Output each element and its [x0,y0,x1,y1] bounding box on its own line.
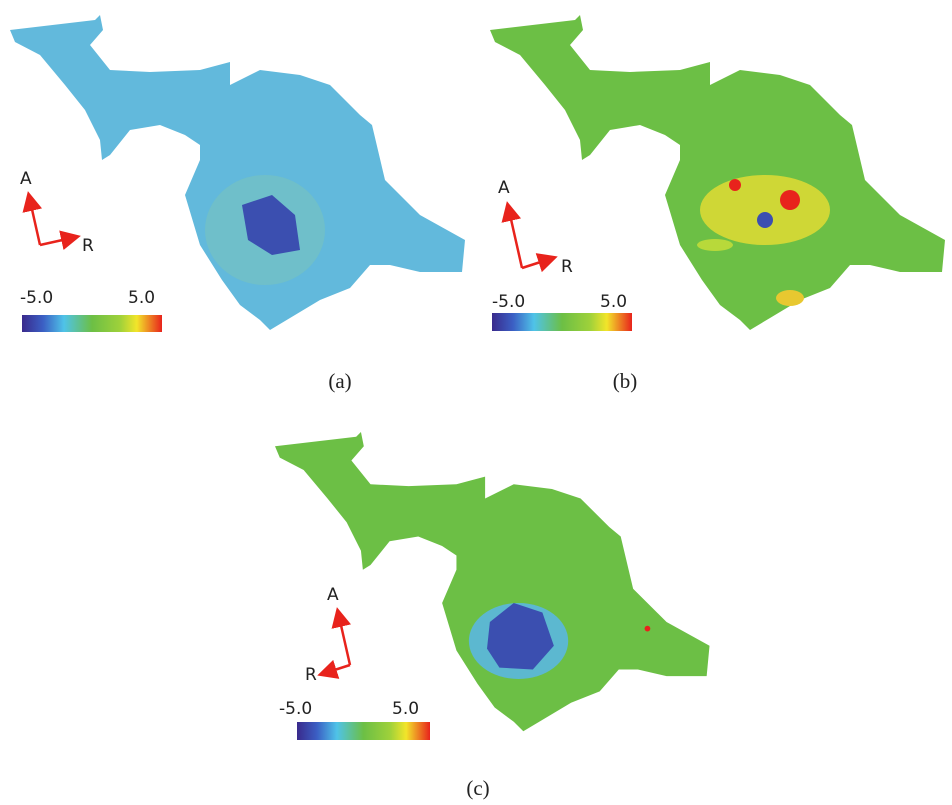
colorbar [492,313,632,331]
caption: (a) [328,369,351,393]
up-label: A [498,178,510,198]
up-label: A [327,585,339,605]
colorbar-min: -5.0 [492,292,525,312]
side-label: R [561,257,573,277]
map-c [275,432,710,731]
caption: (c) [466,776,489,800]
colorbar [22,315,162,332]
colorbar [297,722,430,740]
side-label: R [82,236,94,256]
map-a [10,15,465,330]
side-label: R [305,665,317,685]
colorbar-max: 5.0 [600,292,627,312]
caption: (b) [613,369,638,393]
up-label: A [20,169,32,189]
colorbar-min: -5.0 [20,288,53,308]
colorbar-max: 5.0 [392,699,419,719]
figure: A R -5.0 5.0 (a) A R -5.0 5.0 (b) A R -5… [0,0,952,805]
colorbar-max: 5.0 [128,288,155,308]
colorbar-min: -5.0 [279,699,312,719]
map-b [490,15,945,330]
